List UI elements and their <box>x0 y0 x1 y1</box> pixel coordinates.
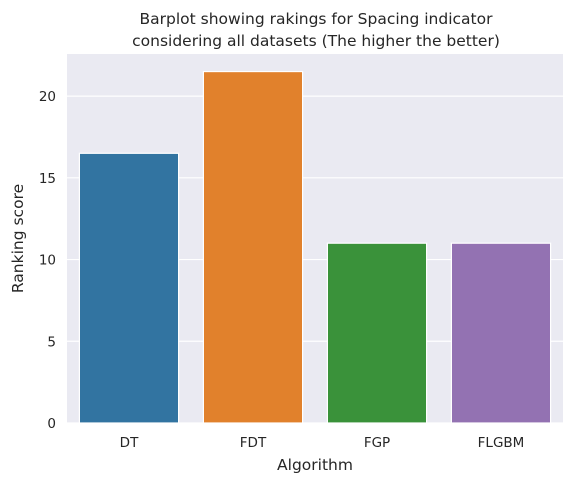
chart-title: Barplot showing rakings for Spacing indi… <box>132 10 500 50</box>
bar-flgbm <box>450 242 552 424</box>
y-axis-ticks: 0 5 10 15 20 <box>39 89 56 432</box>
chart-title-line-2: considering all datasets (The higher the… <box>132 32 500 50</box>
bar-dt <box>78 152 180 424</box>
bar-fdt <box>202 70 304 424</box>
x-tick-label-dt: DT <box>120 435 139 451</box>
x-axis-label: Algorithm <box>277 456 353 474</box>
y-tick-label: 20 <box>39 89 56 105</box>
chart-title-line-1: Barplot showing rakings for Spacing indi… <box>140 10 494 28</box>
y-tick-label: 0 <box>47 416 56 432</box>
bar-fgp <box>326 242 428 424</box>
bars <box>78 70 552 424</box>
y-tick-label: 15 <box>39 171 56 187</box>
x-tick-label-fdt: FDT <box>240 435 267 451</box>
x-tick-label-fgp: FGP <box>364 435 390 451</box>
y-axis-label: Ranking score <box>9 184 27 293</box>
x-tick-label-flgbm: FLGBM <box>478 435 525 451</box>
y-tick-label: 10 <box>39 253 56 269</box>
y-tick-label: 5 <box>47 334 56 350</box>
x-axis-ticks: DT FDT FGP FLGBM <box>120 435 525 451</box>
